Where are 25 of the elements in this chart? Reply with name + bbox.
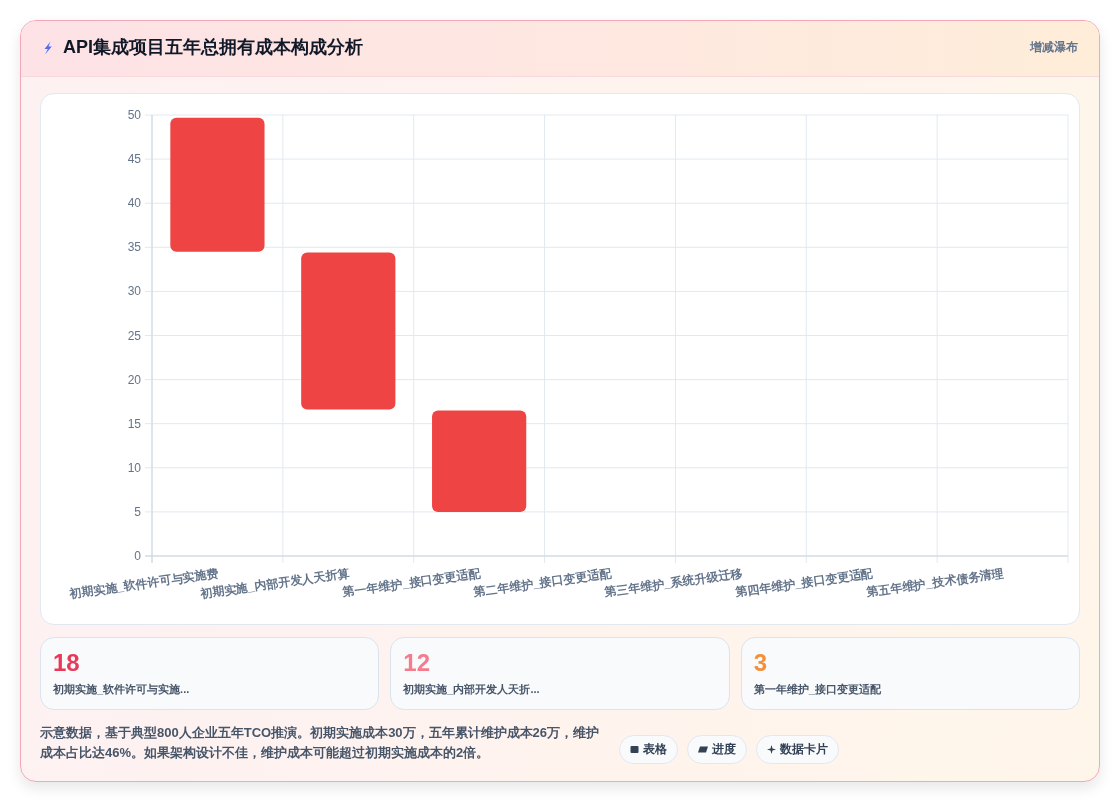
bar bbox=[301, 252, 396, 410]
bar bbox=[432, 410, 527, 512]
y-tick-label: 15 bbox=[127, 416, 142, 431]
category-label: 第一年维护_接口变更适配 bbox=[753, 682, 881, 697]
button: 进度 bbox=[687, 735, 747, 764]
data-label: 18 bbox=[53, 649, 80, 677]
category-label: 初期实施_内部开发人天折... bbox=[403, 682, 540, 697]
y-tick-label: 30 bbox=[127, 284, 142, 299]
y-tick-label: 45 bbox=[127, 152, 142, 167]
chart-subtitle: 增减瀑布 bbox=[1030, 39, 1078, 56]
y-tick-label: 50 bbox=[127, 108, 142, 122]
chart-title: API集成项目五年总拥有成本构成分析 bbox=[63, 36, 364, 59]
button: 数据卡片 bbox=[756, 735, 839, 764]
category-label: 初期实施_软件许可与实施... bbox=[53, 682, 190, 697]
y-tick-label: 35 bbox=[127, 240, 142, 255]
y-tick-label: 25 bbox=[127, 328, 142, 343]
y-tick-label: 5 bbox=[134, 504, 142, 519]
bar bbox=[170, 117, 265, 252]
y-tick-label: 40 bbox=[127, 196, 142, 211]
y-tick-label: 0 bbox=[134, 549, 142, 563]
y-tick-label: 20 bbox=[127, 372, 142, 387]
y-tick-label: 10 bbox=[127, 460, 142, 475]
data-label: 3 bbox=[753, 649, 768, 677]
data-label: 12 bbox=[403, 649, 431, 677]
text: 示意数据，基于典型800人企业五年TCO推演。初期实施成本30万，五年累计维护成本26万，维护成本占比达46%。如果架构设计不佳，维护成本可能超过初期实施成本的2倍。 bbox=[40, 724, 601, 762]
